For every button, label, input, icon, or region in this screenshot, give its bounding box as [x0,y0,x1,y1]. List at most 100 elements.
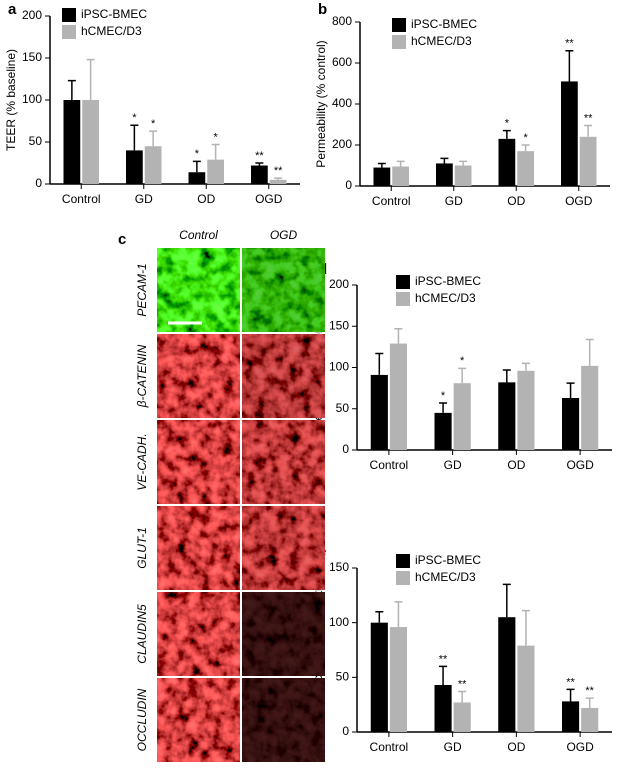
legend-label: iPSC-BMEC [81,7,147,21]
significance-label: * [195,148,200,160]
x-tick-label: Control [370,740,409,754]
x-tick-label: Control [62,192,101,206]
y-tick-label: 150 [22,50,42,64]
x-tick-label: GD [444,458,462,472]
significance-label: ** [439,653,448,665]
x-tick-label: GD [445,194,463,208]
x-tick-label: OGD [566,458,594,472]
x-tick-label: OD [507,740,525,754]
micrograph-signal [242,592,325,676]
error-bar [502,129,511,139]
row-label: CLAUDIN5 [135,604,149,664]
error-bar [130,124,139,151]
error-bar [274,177,283,180]
bar [373,167,391,186]
row-label: PECAM-1 [135,263,149,316]
bar [434,412,452,450]
bar [392,166,409,186]
error-bar [255,162,264,166]
row-label: OCCLUDIN [135,688,149,751]
significance-label: ** [458,678,467,690]
y-tick-label: 50 [336,401,350,415]
error-bar [149,130,158,147]
y-axis-label: TEER (% baseline) [4,49,18,151]
bar [581,365,599,450]
micrograph-signal [242,506,325,590]
legend-label: hCMEC/D3 [415,570,476,584]
y-tick-label: 0 [35,176,42,190]
bar [454,165,472,186]
significance-label: ** [255,150,264,162]
bar [389,343,407,450]
legend-swatch [392,18,406,32]
row-label: VE-CADH. [135,433,149,490]
y-tick-label: 100 [22,92,42,106]
significance-label: * [213,131,218,143]
significance-label: * [505,118,510,130]
bar [579,136,597,186]
legend-swatch [396,275,410,289]
legend-swatch [396,554,410,568]
bar [561,81,578,186]
y-tick-label: 800 [332,14,352,28]
significance-label: ** [585,685,594,697]
bar [370,622,388,732]
error-bar [375,352,384,375]
bar [370,374,388,450]
bar [498,138,516,186]
x-tick-label: OD [507,458,525,472]
micrograph-signal [242,334,325,418]
bar [389,627,407,732]
legend-label: iPSC-BMEC [411,17,477,31]
error-bar [439,665,448,685]
significance-label: * [151,118,156,130]
y-tick-label: 100 [329,615,349,629]
significance-label: * [132,112,137,124]
legend-swatch [62,25,76,39]
error-bar [211,143,220,160]
significance-label: * [460,355,465,367]
significance-label: ** [584,112,593,124]
legend-label: hCMEC/D3 [415,291,476,305]
legend-swatch [392,35,406,49]
bar [453,702,471,732]
legend-label: iPSC-BMEC [415,274,481,288]
panel-label: c [118,231,126,248]
y-tick-label: 50 [29,134,43,148]
micrograph-signal [157,592,240,676]
x-tick-label: OGD [565,194,593,208]
y-tick-label: 0 [345,178,352,192]
column-label: OGD [270,228,298,242]
bar [63,100,81,184]
legend-swatch [62,8,76,22]
bar [498,382,516,450]
bar [126,150,143,184]
column-label: Control [179,228,218,242]
error-bar [394,601,403,628]
error-bar [521,609,530,646]
panel-label: a [8,1,17,18]
y-axis-label: Permeability (% control) [314,40,328,167]
x-tick-label: OGD [255,192,283,206]
error-bar [375,610,384,623]
significance-label: ** [566,676,575,688]
x-tick-label: OD [507,194,525,208]
bar [581,707,599,732]
micrograph-signal [242,678,325,762]
error-bar [394,327,403,344]
bar [517,645,535,732]
significance-label: * [441,390,446,402]
micrograph-signal [242,420,325,504]
error-bar [585,697,594,708]
row-label: β-CATENIN [135,344,149,408]
error-bar [192,160,201,173]
bar [251,165,268,184]
significance-label: * [523,132,528,144]
y-tick-label: 0 [342,724,349,738]
error-bar [439,402,448,413]
y-tick-label: 400 [332,96,352,110]
x-tick-label: GD [444,740,462,754]
bar [453,383,471,450]
micrograph-signal [157,248,240,332]
micrograph-signal [157,334,240,418]
